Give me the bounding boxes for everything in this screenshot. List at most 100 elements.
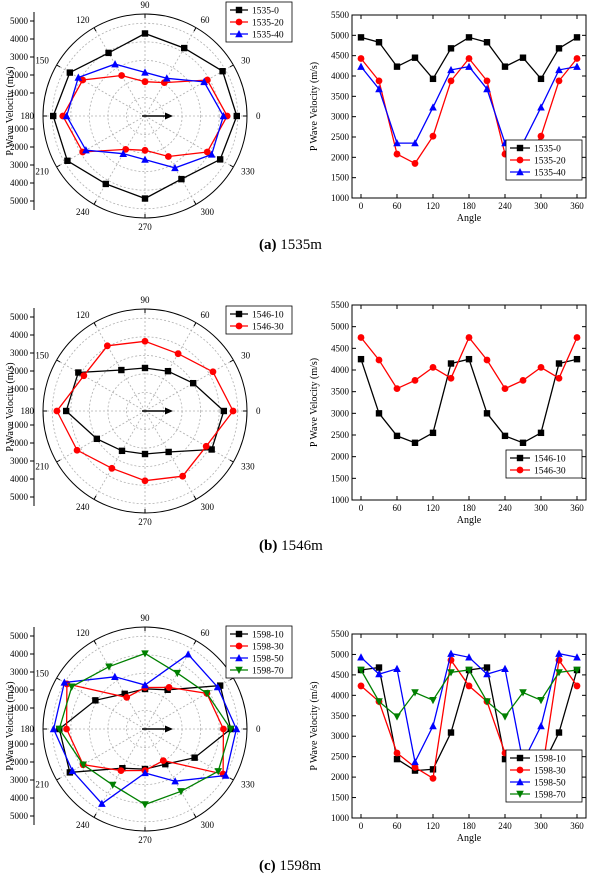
line-series-1546-30 — [357, 334, 581, 393]
y-axis-label: P Wave Velocity (m/s) — [309, 681, 320, 770]
polar-legend-label: 1546-30 — [252, 323, 284, 333]
line-data-point — [429, 766, 437, 773]
polar-data-point — [62, 407, 70, 415]
polar-data-point — [226, 725, 235, 733]
polar-data-point — [220, 725, 227, 733]
line-legend-marker — [516, 144, 524, 152]
polar-spoke — [144, 359, 234, 412]
line-data-point — [393, 755, 401, 763]
line-data-point — [501, 385, 509, 393]
polar-spoke — [56, 115, 146, 168]
line-data-point — [447, 360, 455, 367]
polar-legend-marker — [235, 322, 243, 330]
polar-data-point — [164, 153, 172, 160]
polar-data-point — [67, 683, 76, 691]
polar-radial-tick-label: 3000 — [10, 348, 29, 358]
polar-angle-label: 150 — [35, 669, 49, 679]
polar-data-point — [55, 725, 64, 733]
polar-data-point — [141, 477, 149, 485]
line-data-point — [447, 77, 455, 85]
polar-angle-label: 270 — [138, 222, 152, 232]
x-tick-label: 120 — [426, 503, 440, 513]
polar-angle-label: 0 — [256, 406, 261, 416]
polar-data-point — [93, 435, 101, 443]
line-data-point — [519, 377, 527, 384]
polar-legend-marker — [235, 642, 243, 650]
y-tick-label: 2500 — [331, 430, 350, 440]
polar-legend-label: 1535-20 — [252, 19, 284, 29]
line-legend-label: 1535-20 — [534, 157, 566, 167]
line-data-point — [465, 62, 473, 70]
polar-data-point — [75, 369, 82, 376]
line-data-point — [375, 39, 383, 46]
line-legend-label: 1546-10 — [534, 455, 566, 465]
line-data-point — [519, 439, 527, 446]
polar-spoke — [144, 27, 197, 117]
polar-radial-tick-label: 5000 — [10, 811, 29, 821]
polar-data-point — [111, 60, 119, 68]
polar-data-point — [118, 447, 126, 455]
polar-angle-label: 270 — [138, 835, 152, 845]
polar-data-point — [80, 372, 88, 380]
line-data-point — [501, 432, 509, 440]
polar-data-point — [141, 68, 149, 76]
caption-a-text: 1535m — [280, 237, 322, 253]
polar-data-point — [164, 367, 172, 375]
line-data-point — [573, 653, 581, 661]
line-data-point — [393, 385, 401, 393]
polar-grid-circle — [88, 59, 202, 173]
polar-data-point — [141, 801, 149, 809]
polar-radial-tick-label: 2000 — [10, 142, 29, 152]
line-data-point — [465, 666, 473, 674]
polar-legend-marker — [235, 30, 243, 38]
line-data-point — [447, 45, 455, 52]
polar-data-point — [181, 44, 188, 52]
polar-y-axis-label: P Wave Velocity (m/s) — [5, 362, 16, 451]
line-data-point — [411, 689, 419, 697]
polar-data-point — [165, 448, 172, 456]
line-data-point — [465, 334, 473, 341]
polar-legend-marker — [235, 6, 243, 14]
polar-data-point — [60, 678, 69, 686]
polar-data-point — [184, 650, 192, 658]
polar-radial-tick-label: 3000 — [10, 456, 29, 466]
line-data-point — [411, 160, 419, 167]
polar-radial-tick-label: 1000 — [10, 420, 29, 430]
polar-angle-label: 150 — [35, 56, 49, 66]
y-tick-label: 2000 — [331, 452, 350, 462]
line-data-point — [465, 55, 473, 62]
polar-legend-label: 1535-40 — [252, 31, 284, 41]
polar-data-point — [98, 799, 106, 807]
polar-data-point — [79, 761, 87, 769]
polar-radial-tick-label: 1000 — [10, 739, 29, 749]
caption-b: (b) 1546m — [259, 538, 323, 554]
polar-spoke — [144, 115, 197, 205]
polar-angle-label: 240 — [76, 207, 90, 217]
polar-angle-label: 240 — [76, 502, 90, 512]
x-tick-label: 240 — [498, 201, 512, 211]
polar-radial-tick-label: 5000 — [10, 196, 29, 206]
polar-grid-circle — [88, 672, 202, 786]
line-data-point — [483, 77, 491, 85]
polar-angle-label: 300 — [201, 207, 215, 217]
line-data-point — [375, 698, 383, 706]
polar-data-point — [233, 112, 240, 120]
polar-grid-circle — [70, 336, 220, 486]
polar-data-point — [102, 180, 109, 188]
polar-spoke — [93, 410, 146, 500]
line-data-point — [537, 103, 545, 111]
polar-data-point — [209, 368, 217, 376]
line-legend-label: 1535-40 — [534, 169, 566, 179]
x-tick-label: 360 — [570, 821, 584, 831]
polar-spoke — [144, 410, 234, 463]
line-data-point — [483, 670, 491, 678]
x-tick-label: 0 — [359, 503, 364, 513]
polar-data-point — [174, 350, 182, 358]
line-data-point — [357, 34, 365, 41]
line-data-point — [447, 374, 455, 382]
line-legend-label: 1535-0 — [534, 145, 561, 155]
polar-data-point — [214, 768, 223, 776]
line-data-point — [501, 755, 509, 763]
y-tick-label: 3000 — [331, 408, 350, 418]
polar-angle-label: 210 — [35, 167, 49, 177]
